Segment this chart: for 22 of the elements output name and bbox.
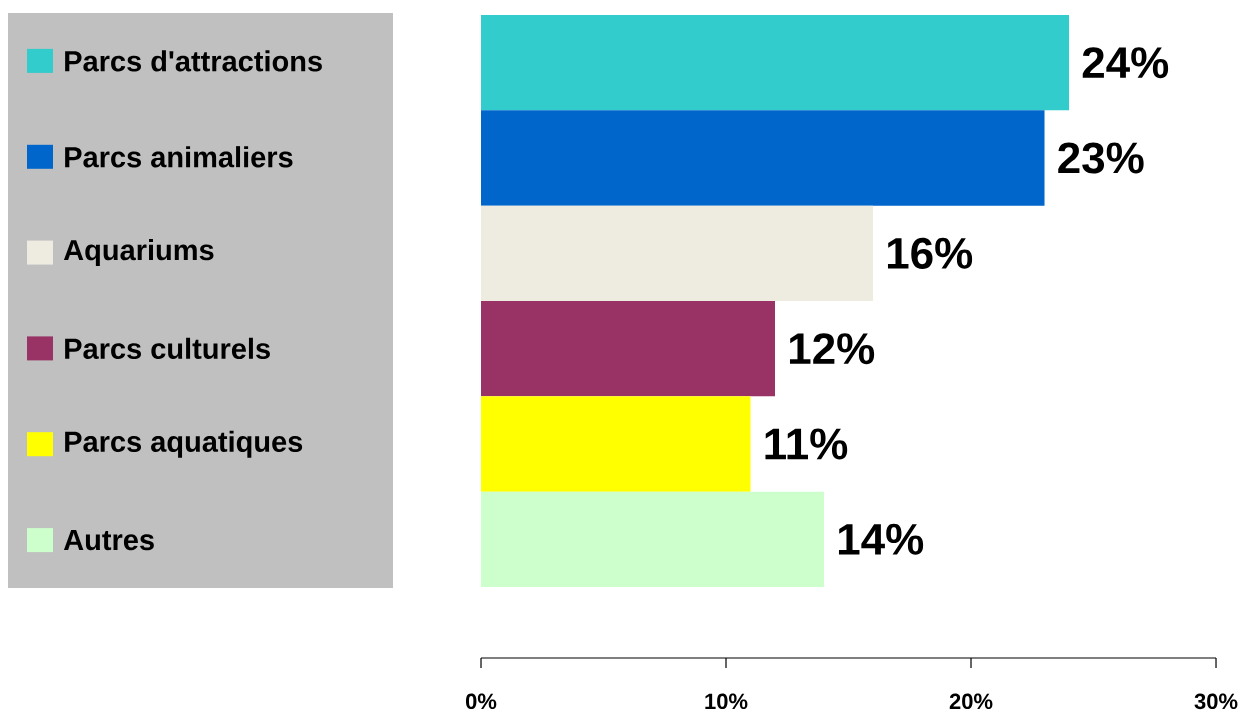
data-label: 24%: [1082, 47, 1169, 79]
y-tick-label: Parcs culturels: [65, 337, 270, 360]
data-label: 11%: [765, 428, 848, 460]
y-tick-label: Parcs animaliers: [65, 146, 293, 168]
y-tick-label: Parcs aquatiques: [65, 430, 303, 458]
x-tick-label: 30%: [1194, 693, 1238, 710]
x-tick-label: 10%: [705, 693, 748, 710]
y-tick-label: Autres: [63, 529, 154, 551]
bar: [481, 15, 1070, 111]
data-label: 16%: [887, 237, 973, 269]
data-label: 14%: [838, 523, 924, 555]
bar: [481, 300, 776, 397]
x-tick-label: 20%: [949, 693, 993, 710]
y-tick-label: Aquariums: [63, 239, 214, 267]
bar: [481, 205, 874, 301]
bar: [481, 110, 1045, 206]
bar: [481, 396, 751, 492]
y-tick-label: Parcs d'attractions: [65, 50, 322, 72]
bar: [481, 491, 825, 587]
x-tick-label: 0%: [465, 693, 497, 710]
data-label: 12%: [789, 333, 875, 365]
data-label: 23%: [1058, 142, 1144, 174]
